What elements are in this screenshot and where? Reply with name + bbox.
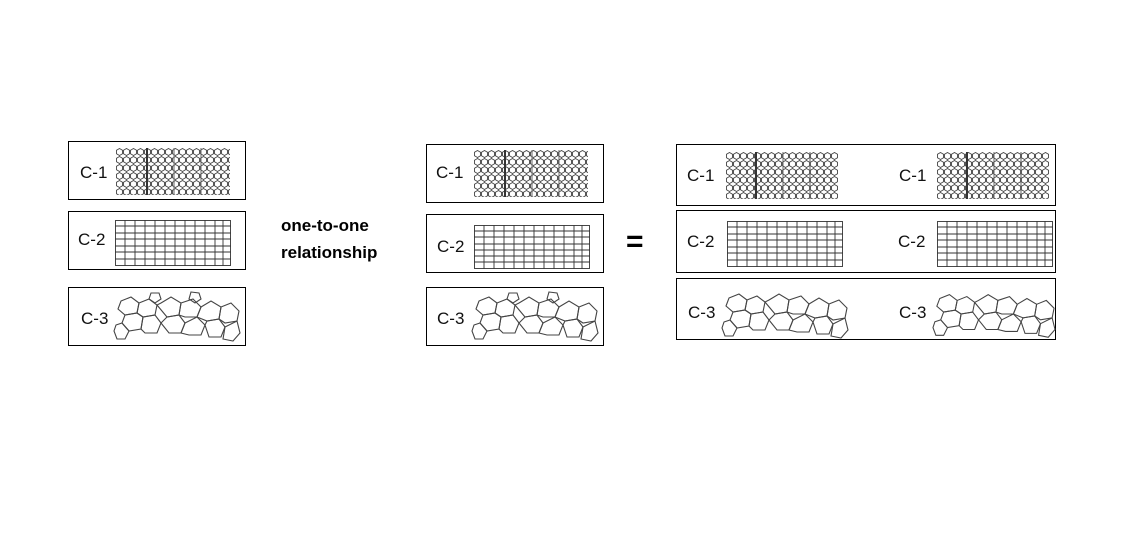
- grid-structure-icon: [115, 220, 231, 266]
- grid-structure-icon: [937, 221, 1053, 267]
- grid-structure-icon: [474, 225, 590, 269]
- right-c3-label-b: C-3: [899, 303, 927, 322]
- middle-c1-label: C-1: [436, 163, 464, 182]
- grid-structure-icon: [727, 221, 843, 267]
- middle-c2-label: C-2: [437, 237, 465, 256]
- polygon-network-icon: [721, 293, 849, 339]
- polygon-network-icon: [932, 294, 1056, 338]
- polygon-network-icon: [113, 291, 241, 342]
- left-c2-label: C-2: [78, 230, 106, 249]
- right-c2-label-b: C-2: [898, 232, 926, 251]
- equals-sign: =: [626, 225, 644, 258]
- middle-c1-box: C-1: [426, 144, 604, 203]
- middle-c3-label: C-3: [437, 309, 465, 328]
- relationship-line-1: one-to-one: [281, 216, 369, 235]
- honeycomb-structure-icon: [937, 152, 1049, 199]
- relationship-line-2: relationship: [281, 243, 378, 262]
- right-c2-box: C-2 C-2: [676, 210, 1056, 273]
- polygon-network-icon: [471, 291, 599, 342]
- middle-c3-box: C-3: [426, 287, 604, 346]
- relationship-label: one-to-one relationship: [281, 212, 377, 266]
- honeycomb-structure-icon: [726, 152, 838, 199]
- left-c1-box: C-1: [68, 141, 246, 200]
- right-c3-label-a: C-3: [688, 303, 716, 322]
- right-c1-label-b: C-1: [899, 166, 927, 185]
- right-c1-box: C-1 C-1: [676, 144, 1056, 206]
- left-c3-box: C-3: [68, 287, 246, 346]
- right-c2-label-a: C-2: [687, 232, 715, 251]
- middle-c2-box: C-2: [426, 214, 604, 273]
- left-c2-box: C-2: [68, 211, 246, 270]
- right-c1-label-a: C-1: [687, 166, 715, 185]
- honeycomb-structure-icon: [116, 148, 230, 195]
- honeycomb-structure-icon: [474, 150, 588, 197]
- left-c3-label: C-3: [81, 309, 109, 328]
- left-c1-label: C-1: [80, 163, 108, 182]
- right-c3-box: C-3 C-3: [676, 278, 1056, 340]
